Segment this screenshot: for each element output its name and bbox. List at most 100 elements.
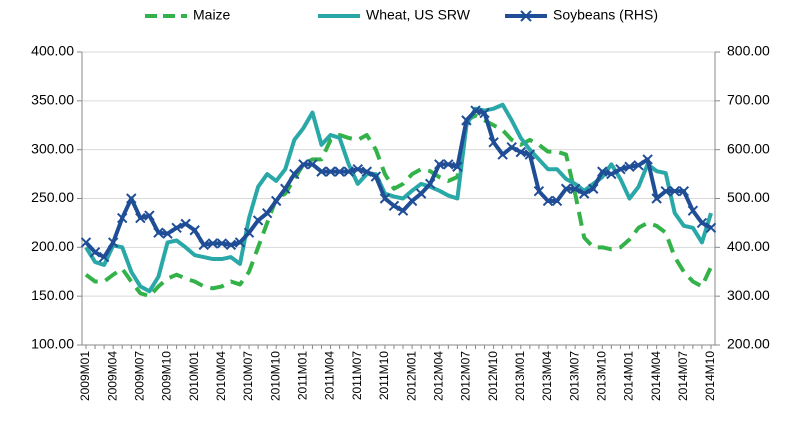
- legend-label: Wheat, US SRW: [366, 7, 471, 23]
- y2-tick-label: 500.00: [727, 189, 770, 205]
- y2-tick-label: 300.00: [727, 287, 770, 303]
- marker: [687, 205, 699, 216]
- marker: [633, 160, 644, 171]
- marker: [107, 237, 119, 248]
- marker: [479, 107, 490, 119]
- x-tick-label: 2010M07: [241, 351, 255, 401]
- x-tick-label: 2012M10: [486, 351, 500, 401]
- marker: [352, 163, 363, 175]
- marker: [307, 159, 318, 170]
- marker: [361, 166, 373, 177]
- marker: [80, 237, 92, 248]
- x-tick-label: 2009M01: [78, 351, 92, 401]
- x-tick-label: 2012M04: [431, 351, 445, 401]
- x-tick-label: 2011M10: [377, 351, 391, 400]
- marker: [325, 166, 336, 177]
- y2-tick-label: 700.00: [727, 92, 770, 108]
- marker: [153, 227, 164, 238]
- series-line: [84, 113, 713, 299]
- marker: [515, 146, 526, 158]
- marker: [669, 185, 680, 197]
- marker: [606, 168, 617, 180]
- x-tick-label: 2010M01: [187, 351, 201, 401]
- series-line: [84, 108, 712, 260]
- marker: [588, 183, 599, 194]
- marker: [488, 137, 499, 148]
- marker: [98, 251, 110, 263]
- y2-tick-label: 600.00: [727, 140, 770, 156]
- x-tick-label: 2012M07: [459, 351, 473, 401]
- x-tick-label: 2011M01: [296, 351, 310, 400]
- marker: [497, 149, 508, 160]
- marker: [533, 185, 545, 197]
- x-tick-label: 2012M01: [404, 351, 418, 401]
- marker: [343, 166, 354, 177]
- marker: [542, 195, 554, 207]
- marker: [569, 183, 581, 194]
- y-tick-label: 350.00: [31, 92, 74, 108]
- y2-tick-label: 200.00: [727, 336, 770, 352]
- marker: [624, 161, 635, 172]
- marker: [89, 247, 101, 258]
- marker: [651, 193, 662, 204]
- marker: [678, 185, 690, 197]
- marker: [261, 207, 273, 219]
- marker: [461, 115, 472, 126]
- x-tick-label: 2014M10: [703, 351, 717, 401]
- y-tick-label: 250.00: [31, 189, 74, 205]
- marker: [117, 212, 128, 224]
- x-tick-label: 2009M04: [105, 351, 119, 401]
- legend-marker: [520, 10, 532, 22]
- x-tick-label: 2010M04: [214, 351, 228, 401]
- marker: [424, 178, 436, 190]
- marker: [198, 239, 209, 251]
- marker: [560, 183, 572, 194]
- marker: [135, 212, 146, 224]
- marker: [434, 159, 445, 170]
- x-tick-label: 2011M04: [323, 351, 337, 400]
- legend-label: Maize: [193, 7, 231, 23]
- marker: [225, 239, 237, 251]
- x-tick-label: 2010M10: [268, 351, 282, 401]
- marker: [162, 228, 173, 239]
- x-tick-label: 2013M04: [540, 351, 554, 401]
- marker: [415, 188, 427, 199]
- marker: [271, 195, 282, 207]
- marker: [660, 185, 671, 197]
- y-tick-label: 400.00: [31, 43, 74, 59]
- x-tick-label: 2013M10: [594, 351, 608, 401]
- marker: [397, 205, 409, 216]
- marker: [452, 161, 463, 172]
- marker: [642, 154, 653, 165]
- marker: [298, 159, 309, 170]
- y2-tick-label: 800.00: [727, 43, 770, 59]
- marker: [280, 183, 291, 194]
- marker: [705, 222, 717, 234]
- marker: [443, 159, 454, 170]
- marker: [216, 238, 228, 249]
- marker: [470, 105, 481, 116]
- marker: [379, 193, 391, 204]
- y-tick-label: 100.00: [31, 336, 74, 352]
- x-tick-label: 2009M07: [133, 351, 147, 401]
- y-tick-label: 150.00: [31, 287, 74, 303]
- marker: [388, 200, 400, 212]
- marker: [207, 238, 219, 249]
- marker: [126, 193, 137, 204]
- legend-label: Soybeans (RHS): [553, 7, 658, 23]
- marker: [144, 210, 155, 221]
- marker: [524, 149, 536, 160]
- marker: [506, 142, 517, 153]
- marker: [171, 222, 182, 234]
- marker: [597, 166, 608, 177]
- marker: [578, 188, 590, 199]
- marker: [243, 227, 255, 238]
- marker: [316, 166, 327, 177]
- x-tick-label: 2014M07: [676, 351, 690, 401]
- marker: [252, 215, 264, 226]
- marker: [696, 217, 708, 229]
- marker: [615, 163, 626, 175]
- marker: [370, 171, 382, 182]
- marker: [334, 166, 345, 177]
